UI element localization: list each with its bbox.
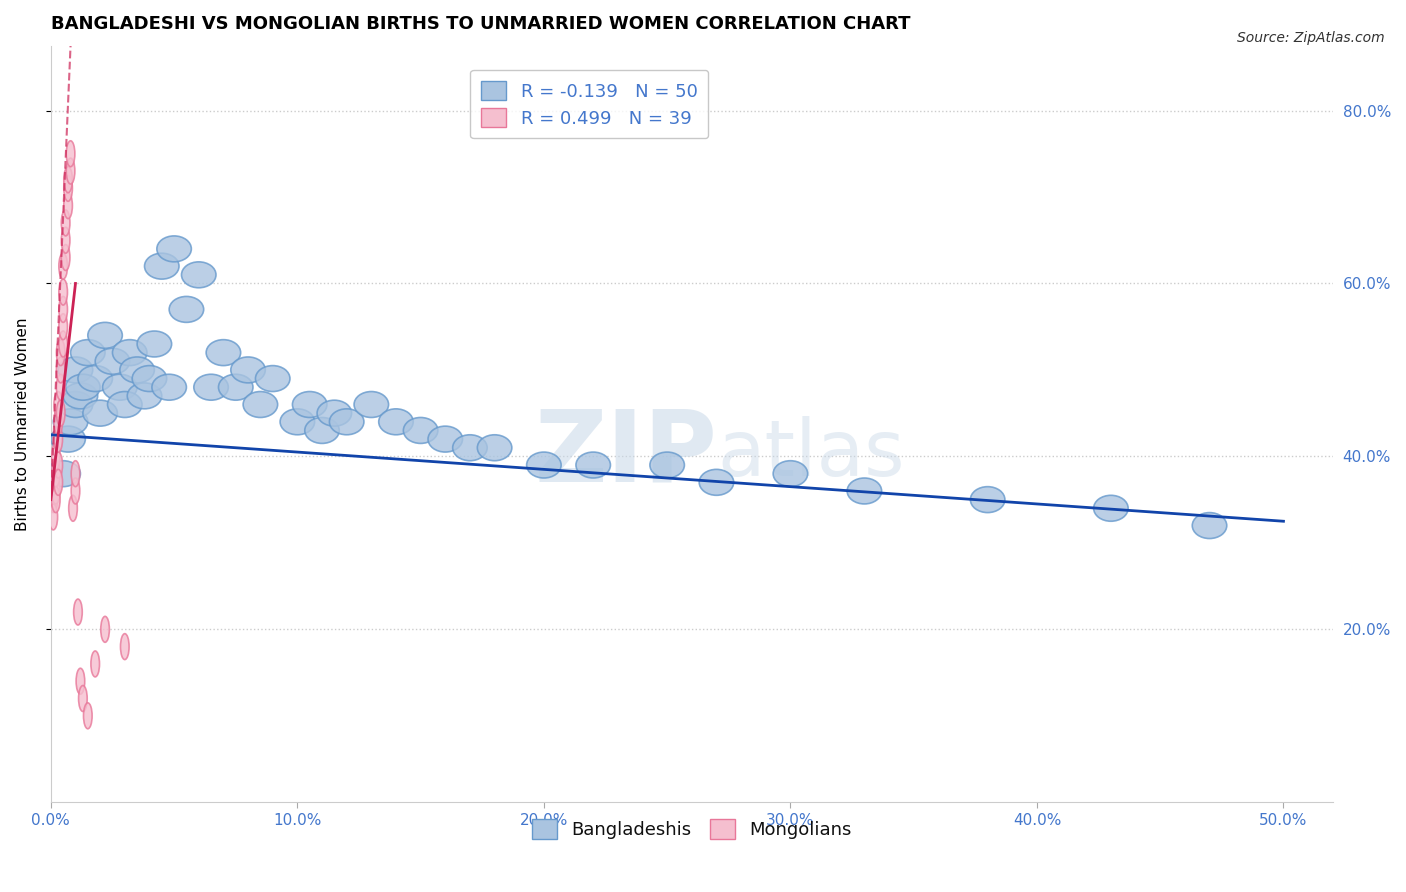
Ellipse shape [427,426,463,452]
Ellipse shape [87,322,122,348]
Ellipse shape [58,392,93,417]
Ellipse shape [83,703,93,729]
Ellipse shape [207,340,240,366]
Ellipse shape [169,296,204,322]
Ellipse shape [138,331,172,357]
Ellipse shape [53,452,62,478]
Ellipse shape [256,366,290,392]
Ellipse shape [848,478,882,504]
Ellipse shape [112,340,148,366]
Ellipse shape [59,296,67,322]
Ellipse shape [53,392,62,417]
Ellipse shape [63,193,72,219]
Ellipse shape [51,426,86,452]
Ellipse shape [52,460,60,487]
Ellipse shape [53,409,87,434]
Ellipse shape [70,340,105,366]
Ellipse shape [62,227,70,253]
Text: ZIP: ZIP [534,406,717,503]
Ellipse shape [1192,513,1227,539]
Ellipse shape [52,443,60,469]
Ellipse shape [62,244,70,270]
Ellipse shape [83,401,117,426]
Ellipse shape [79,686,87,712]
Ellipse shape [329,409,364,434]
Ellipse shape [52,487,60,513]
Ellipse shape [58,357,93,383]
Ellipse shape [292,392,328,417]
Ellipse shape [56,357,65,383]
Ellipse shape [145,253,179,279]
Ellipse shape [63,383,97,409]
Ellipse shape [59,314,67,340]
Ellipse shape [49,487,58,513]
Ellipse shape [378,409,413,434]
Ellipse shape [218,375,253,401]
Ellipse shape [66,375,100,401]
Ellipse shape [59,253,67,279]
Ellipse shape [59,331,67,357]
Ellipse shape [96,348,129,375]
Ellipse shape [62,210,70,235]
Ellipse shape [72,460,80,487]
Y-axis label: Births to Unmarried Women: Births to Unmarried Women [15,318,30,531]
Ellipse shape [103,375,138,401]
Ellipse shape [404,417,437,443]
Legend: Bangladeshis, Mongolians: Bangladeshis, Mongolians [524,812,859,847]
Ellipse shape [354,392,388,417]
Ellipse shape [49,469,58,495]
Ellipse shape [69,495,77,521]
Ellipse shape [576,452,610,478]
Ellipse shape [59,279,67,305]
Ellipse shape [132,366,167,392]
Ellipse shape [280,409,315,434]
Ellipse shape [73,599,83,625]
Ellipse shape [72,478,80,504]
Ellipse shape [56,375,65,401]
Text: BANGLADESHI VS MONGOLIAN BIRTHS TO UNMARRIED WOMEN CORRELATION CHART: BANGLADESHI VS MONGOLIAN BIRTHS TO UNMAR… [51,15,910,33]
Ellipse shape [243,392,277,417]
Ellipse shape [91,651,100,677]
Ellipse shape [107,392,142,417]
Ellipse shape [52,478,60,504]
Ellipse shape [63,167,72,193]
Text: Source: ZipAtlas.com: Source: ZipAtlas.com [1237,31,1385,45]
Ellipse shape [53,469,62,495]
Ellipse shape [157,235,191,262]
Ellipse shape [53,426,62,452]
Ellipse shape [773,460,807,487]
Text: atlas: atlas [717,417,905,492]
Ellipse shape [56,401,65,426]
Ellipse shape [699,469,734,495]
Ellipse shape [56,340,65,366]
Ellipse shape [66,141,75,167]
Ellipse shape [77,366,112,392]
Ellipse shape [1094,495,1128,521]
Ellipse shape [66,158,75,184]
Ellipse shape [970,487,1005,513]
Ellipse shape [305,417,339,443]
Ellipse shape [121,633,129,659]
Ellipse shape [128,383,162,409]
Ellipse shape [76,668,84,694]
Ellipse shape [318,401,352,426]
Ellipse shape [194,375,228,401]
Ellipse shape [453,434,488,460]
Ellipse shape [120,357,155,383]
Ellipse shape [101,616,110,642]
Ellipse shape [650,452,685,478]
Ellipse shape [527,452,561,478]
Ellipse shape [231,357,266,383]
Ellipse shape [181,262,217,288]
Ellipse shape [63,176,72,202]
Ellipse shape [46,460,80,487]
Ellipse shape [49,504,58,530]
Ellipse shape [53,409,62,434]
Ellipse shape [477,434,512,460]
Ellipse shape [152,375,187,401]
